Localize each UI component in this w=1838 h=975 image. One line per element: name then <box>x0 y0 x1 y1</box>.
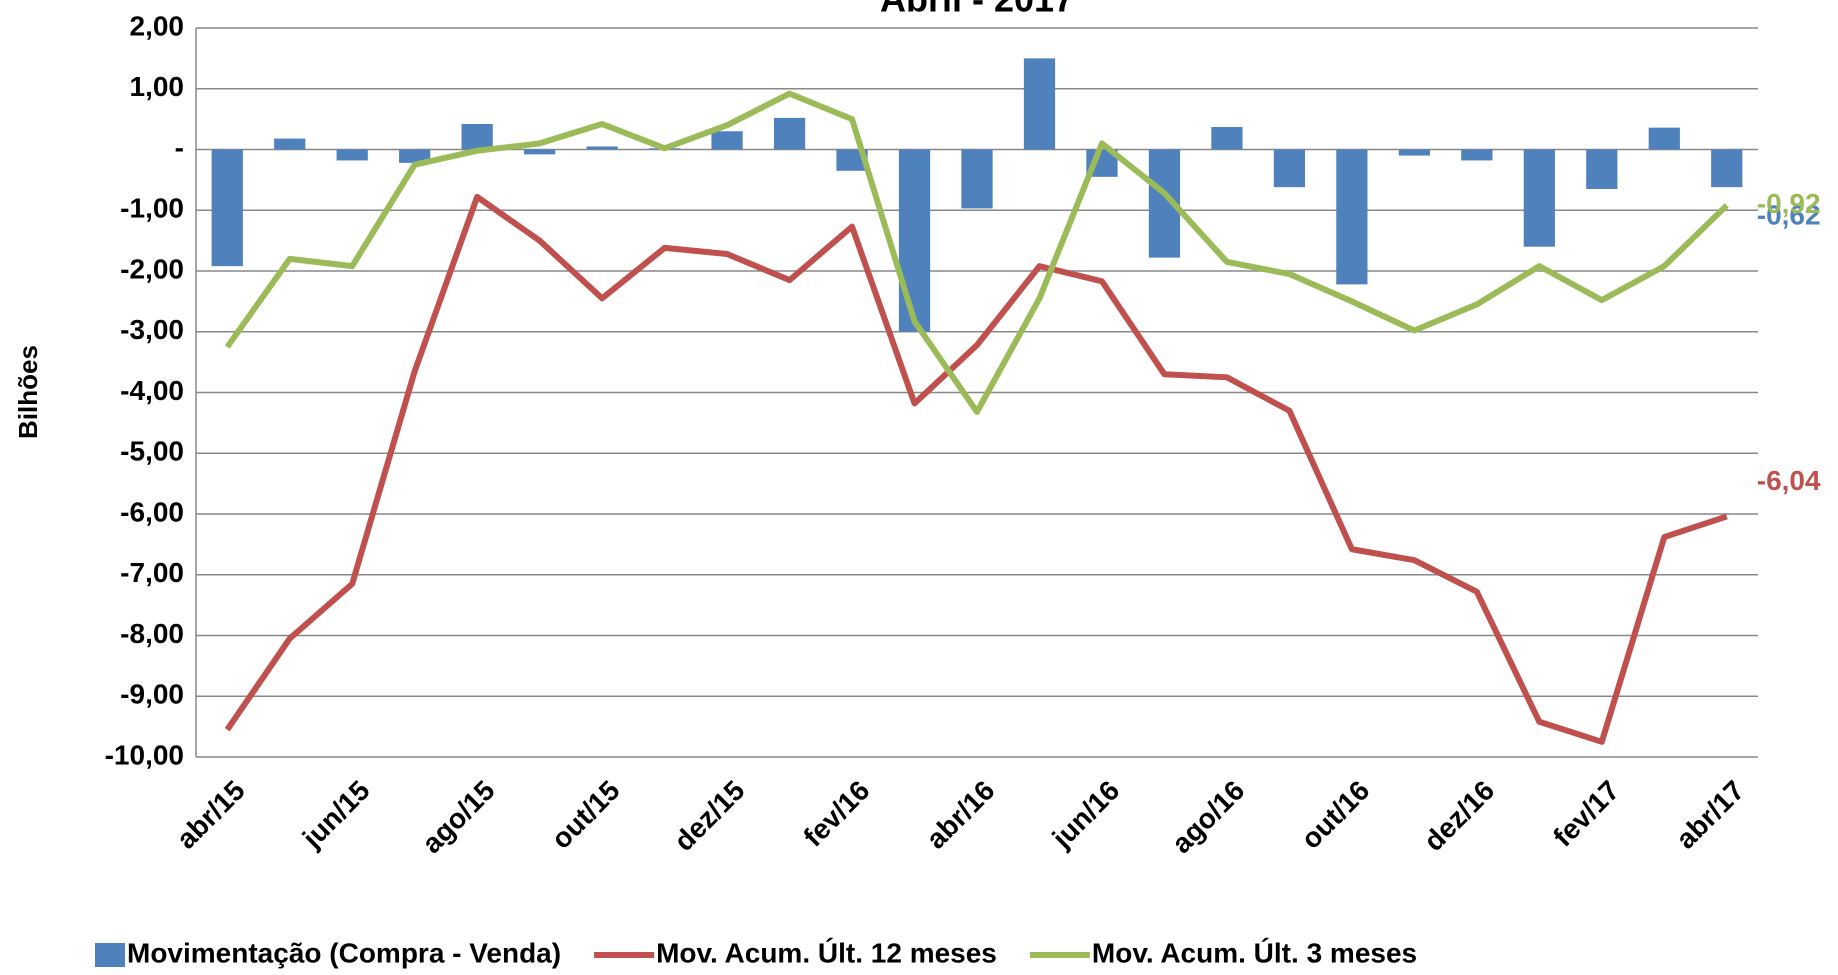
x-tick-label: ago/16 <box>1166 775 1251 860</box>
bar <box>1336 149 1368 285</box>
data-label: -0,62 <box>1757 200 1821 231</box>
legend-label: Movimentação (Compra - Venda) <box>127 937 561 968</box>
y-tick-label: -3,00 <box>120 314 184 345</box>
bar <box>586 146 618 150</box>
bar <box>1461 149 1493 161</box>
bar <box>836 149 868 171</box>
x-tick-label: fev/17 <box>1547 775 1625 853</box>
x-tick-label: jun/16 <box>1046 775 1126 855</box>
bar <box>524 149 556 155</box>
y-tick-label: - <box>175 132 184 163</box>
bar <box>1273 149 1306 188</box>
y-tick-label: -5,00 <box>120 436 184 467</box>
y-tick-label: -1,00 <box>120 193 184 224</box>
y-tick-label: -8,00 <box>120 618 184 649</box>
chart-title: Abril - 2017 <box>880 0 1074 20</box>
bar <box>1211 127 1243 150</box>
legend-swatch <box>95 943 125 967</box>
bar <box>336 149 368 161</box>
bar <box>773 117 806 150</box>
data-label: -6,04 <box>1757 465 1821 496</box>
bar <box>274 138 306 150</box>
bar <box>211 149 243 267</box>
bar <box>961 149 993 209</box>
x-tick-label: jun/15 <box>296 775 376 855</box>
x-tick-label: out/15 <box>545 775 625 855</box>
line <box>224 90 1729 415</box>
y-tick-label: 2,00 <box>130 10 185 41</box>
y-tick-label: -4,00 <box>120 375 184 406</box>
legend-label: Mov. Acum. Últ. 3 meses <box>1092 937 1417 968</box>
bar <box>1398 149 1430 156</box>
x-tick-label: abr/16 <box>920 775 1000 855</box>
bar <box>1711 149 1743 188</box>
bar <box>1586 149 1618 189</box>
bar <box>399 149 431 163</box>
x-tick-label: fev/16 <box>797 775 875 853</box>
y-tick-label: 1,00 <box>130 71 185 102</box>
x-tick-label: abr/15 <box>170 775 250 855</box>
line <box>224 193 1728 745</box>
legend-label: Mov. Acum. Últ. 12 meses <box>656 937 997 968</box>
bar <box>898 149 931 332</box>
x-tick-label: dez/16 <box>1418 775 1500 857</box>
y-tick-label: -6,00 <box>120 496 184 527</box>
data-label: -0,92 <box>1757 188 1821 219</box>
bar <box>1023 58 1056 150</box>
x-tick-label: dez/15 <box>668 775 750 857</box>
x-tick-label: ago/15 <box>416 775 501 860</box>
x-tick-label: abr/17 <box>1670 775 1750 855</box>
y-tick-label: -7,00 <box>120 557 184 588</box>
bar <box>1523 149 1555 247</box>
y-tick-label: -9,00 <box>120 679 184 710</box>
bar <box>1648 127 1680 150</box>
y-tick-label: -10,00 <box>105 739 184 770</box>
bar <box>461 123 493 150</box>
bar <box>711 131 743 150</box>
y-tick-label: -2,00 <box>120 253 184 284</box>
y-axis-label: Bilhões <box>13 345 43 439</box>
x-tick-label: out/16 <box>1295 775 1375 855</box>
